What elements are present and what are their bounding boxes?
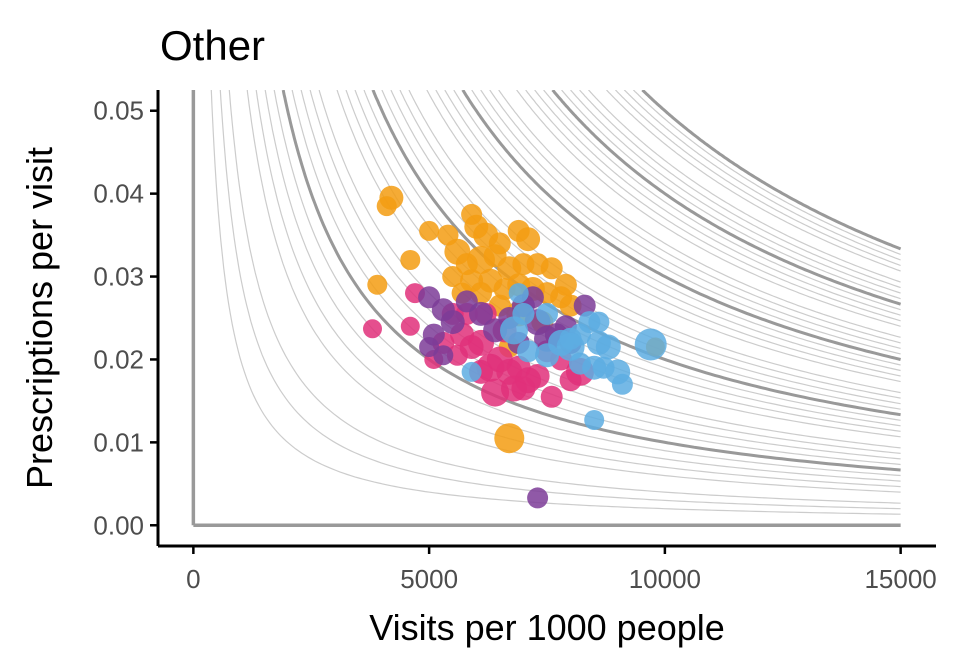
iso-curve-thin bbox=[561, 90, 901, 300]
iso-curve-thin bbox=[435, 90, 901, 377]
data-point-orange bbox=[367, 274, 388, 295]
data-point-purple bbox=[440, 310, 465, 335]
data-point-blue bbox=[461, 361, 482, 382]
iso-curve-thin bbox=[579, 90, 901, 289]
iso-curve-thin bbox=[543, 90, 901, 311]
x-tick-label: 0 bbox=[186, 564, 200, 594]
data-point-orange bbox=[494, 423, 525, 454]
y-tick-label: 0.03 bbox=[93, 262, 144, 292]
data-points bbox=[363, 185, 667, 509]
iso-curve-thin bbox=[623, 90, 901, 261]
iso-curve-thin bbox=[219, 90, 901, 510]
iso-curve-thin bbox=[300, 90, 901, 460]
data-point-blue bbox=[584, 410, 605, 430]
iso-curve-thin bbox=[525, 90, 901, 322]
data-point-blue bbox=[536, 302, 558, 325]
y-tick-label: 0.01 bbox=[93, 427, 144, 457]
data-point-blue bbox=[512, 302, 535, 325]
data-point-purple bbox=[527, 487, 549, 509]
data-point-magenta bbox=[363, 319, 382, 339]
data-point-purple bbox=[573, 294, 596, 317]
x-tick-label: 15000 bbox=[864, 564, 936, 594]
data-point-blue bbox=[611, 373, 633, 395]
data-point-magenta bbox=[540, 385, 563, 408]
data-point-orange bbox=[419, 220, 440, 241]
iso-curve-thin bbox=[228, 90, 901, 504]
data-point-magenta bbox=[511, 376, 536, 401]
data-point-orange bbox=[442, 266, 464, 287]
axes: 0 5000 10000 15000 0.00 0.01 0.02 0.03 0.04 0.05 bbox=[93, 90, 937, 594]
x-tick-label: 5000 bbox=[400, 564, 458, 594]
iso-curve-thin bbox=[570, 90, 901, 294]
x-tick-label: 10000 bbox=[629, 564, 701, 594]
iso-curve-thin bbox=[210, 90, 901, 515]
data-point-blue bbox=[508, 283, 529, 304]
y-axis-title: Prescriptions per visit bbox=[19, 147, 60, 489]
chart-title: Other bbox=[160, 22, 265, 69]
iso-curve-thin bbox=[632, 90, 901, 255]
data-point-magenta bbox=[446, 344, 468, 366]
iso-curve-thin bbox=[453, 90, 901, 366]
iso-curve-thick bbox=[461, 90, 901, 361]
y-tick-label: 0.04 bbox=[93, 179, 144, 209]
data-point-magenta bbox=[400, 316, 420, 336]
data-point-orange bbox=[516, 227, 541, 252]
iso-curve-thin bbox=[273, 90, 901, 477]
iso-curve-thin bbox=[480, 90, 901, 349]
data-point-purple bbox=[469, 301, 493, 326]
iso-curve-thin bbox=[498, 90, 901, 338]
iso-curve-thin bbox=[255, 90, 901, 488]
iso-curve-thin bbox=[426, 90, 901, 383]
y-tick-label: 0.00 bbox=[93, 510, 144, 540]
data-point-orange bbox=[376, 196, 397, 217]
iso-curve-thin bbox=[606, 90, 901, 272]
x-axis-title: Visits per 1000 people bbox=[369, 607, 725, 648]
iso-curve-thin bbox=[471, 90, 901, 355]
data-point-orange bbox=[540, 257, 563, 280]
iso-curve-thin bbox=[588, 90, 901, 283]
iso-curve-thick bbox=[551, 90, 902, 306]
iso-curve-thin bbox=[489, 90, 901, 344]
y-tick-label: 0.02 bbox=[93, 344, 144, 374]
data-point-purple bbox=[433, 345, 454, 366]
iso-curve-thin bbox=[264, 90, 901, 482]
iso-curve-thin bbox=[615, 90, 901, 267]
iso-curve-thick bbox=[641, 90, 902, 251]
iso-curve-thin bbox=[534, 90, 901, 316]
data-point-blue bbox=[595, 334, 621, 360]
data-point-blue bbox=[634, 328, 667, 361]
y-tick-label: 0.05 bbox=[93, 96, 144, 126]
data-point-blue bbox=[559, 327, 582, 350]
data-point-blue bbox=[569, 352, 591, 375]
data-point-blue bbox=[588, 311, 610, 333]
data-point-blue bbox=[517, 340, 540, 363]
iso-curve-thin bbox=[246, 90, 901, 493]
iso-curve-thin bbox=[444, 90, 901, 372]
iso-curve-thin bbox=[516, 90, 901, 327]
data-point-orange bbox=[400, 250, 421, 270]
